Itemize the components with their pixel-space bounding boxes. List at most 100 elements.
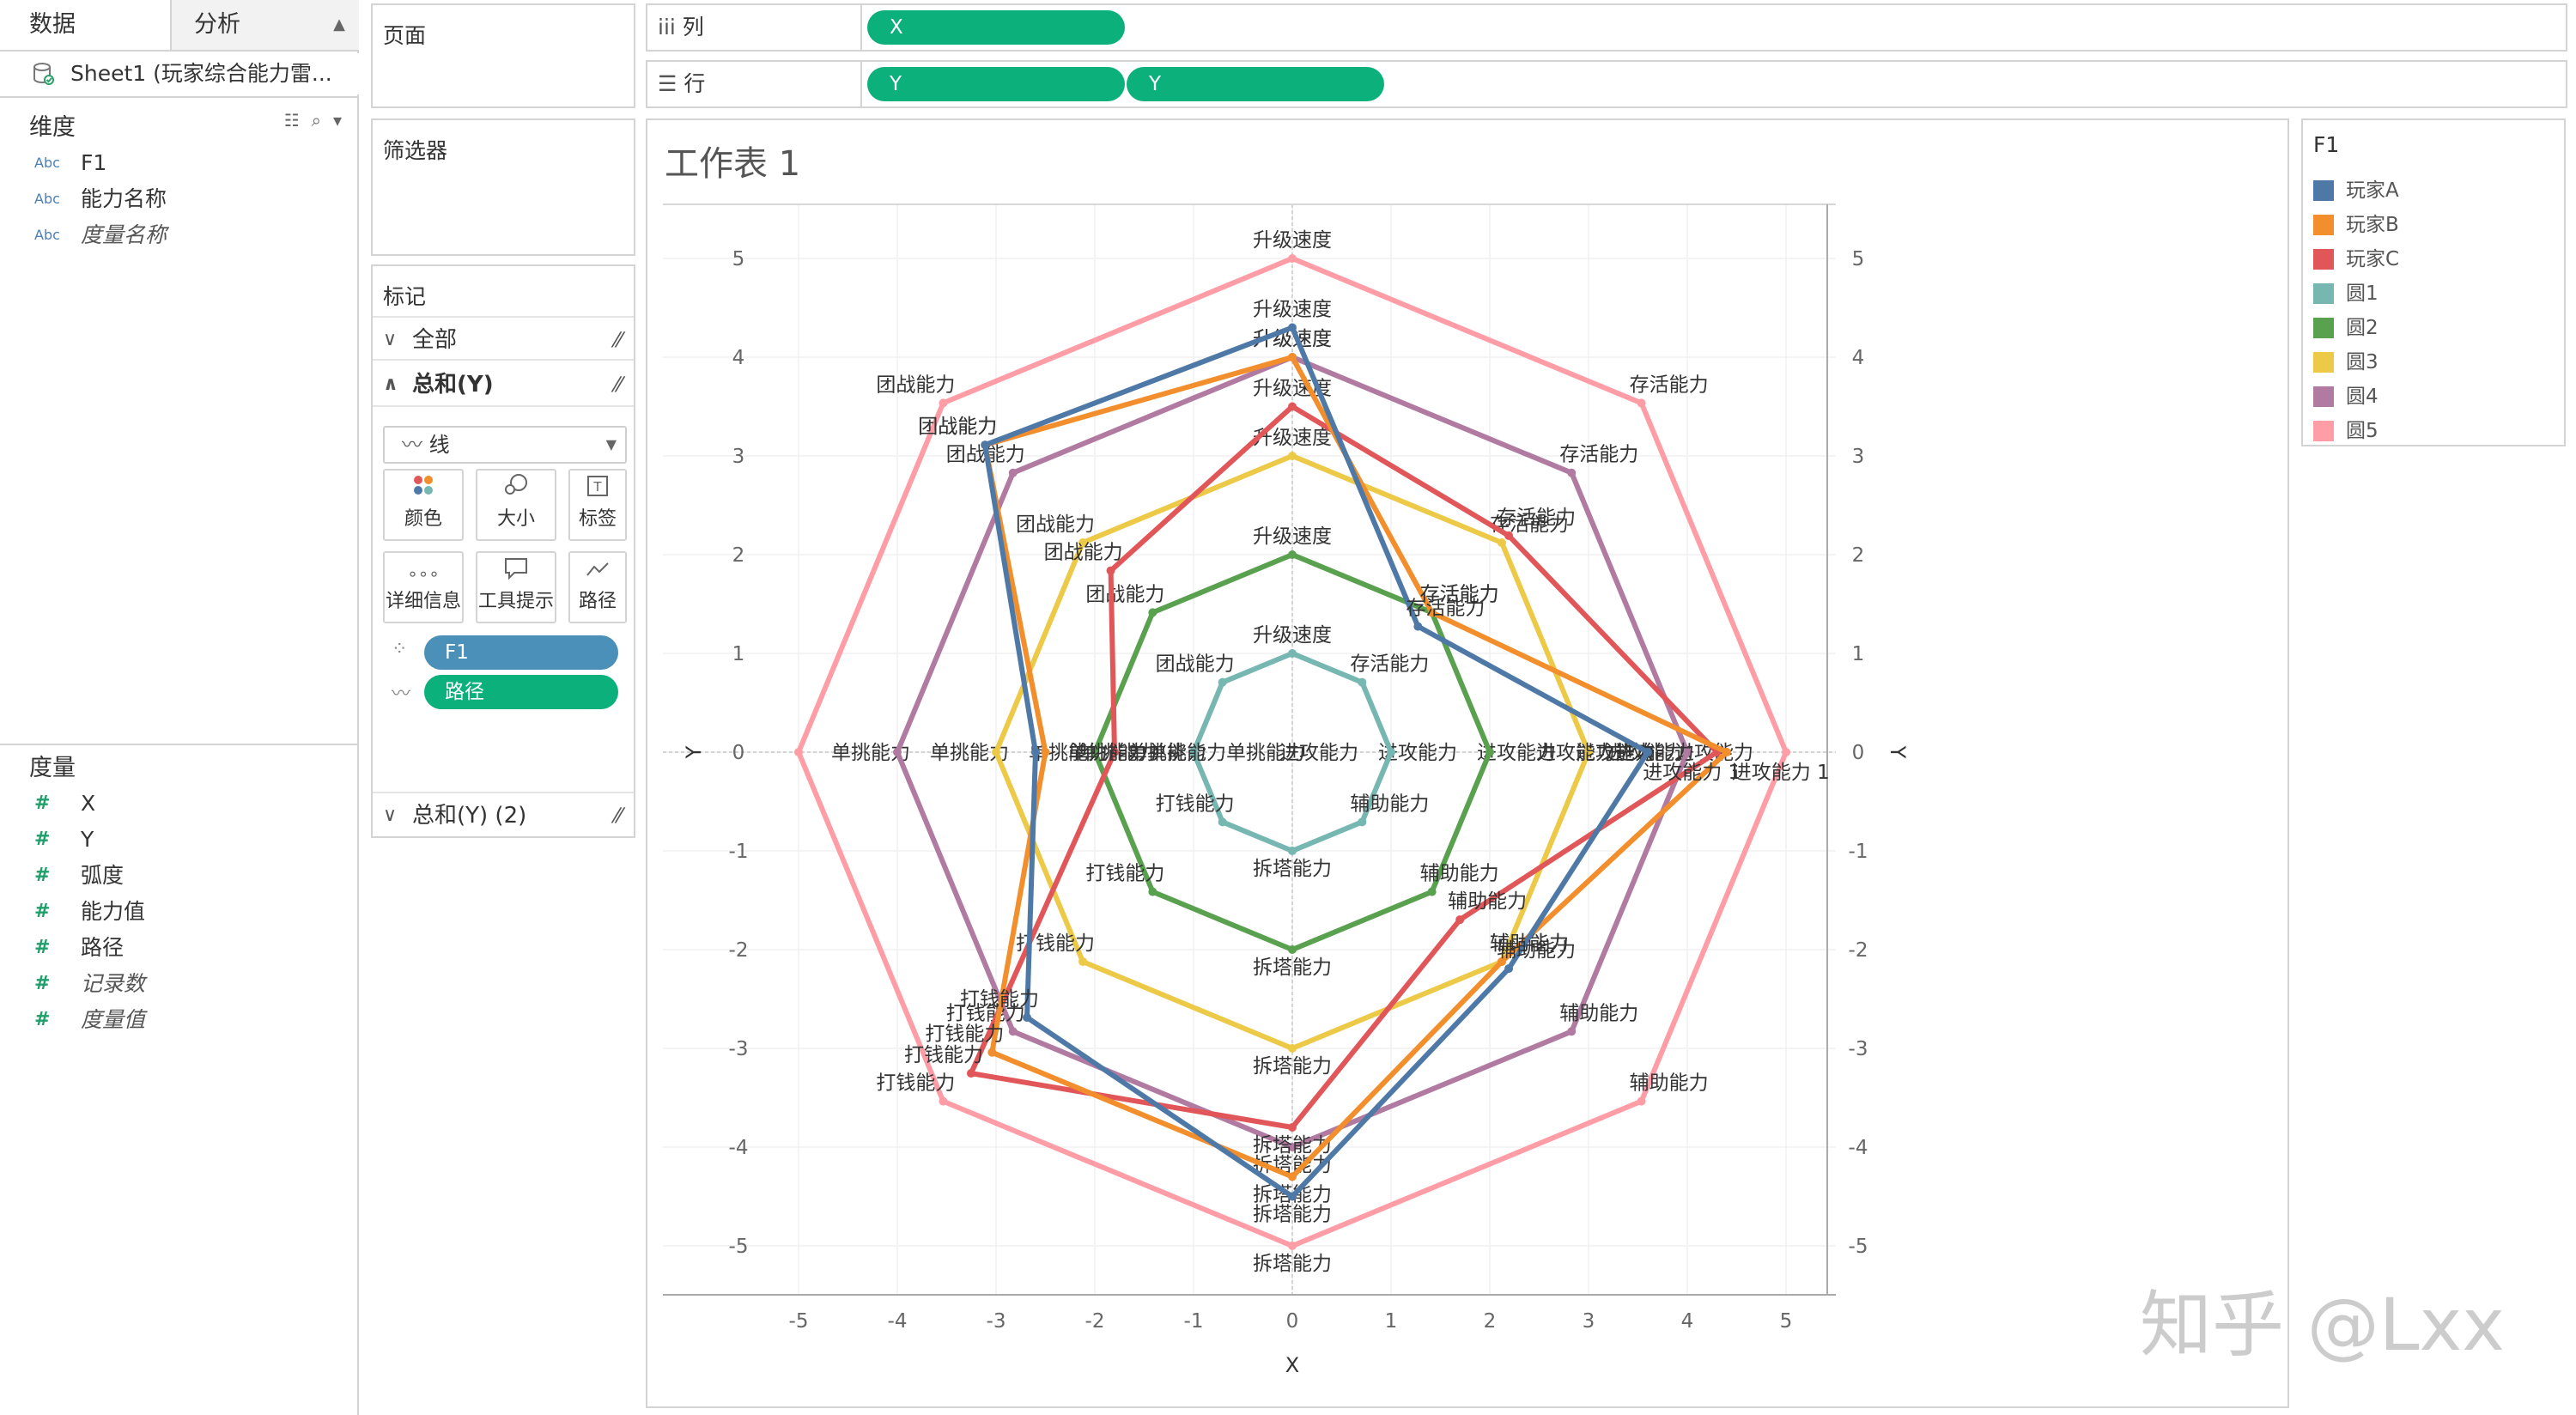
tooltip-button[interactable]: 工具提示 bbox=[476, 551, 556, 623]
search-icon[interactable]: ⌕ bbox=[311, 110, 321, 131]
y-tick-label: 2 bbox=[732, 544, 745, 567]
columns-shelf[interactable]: iii 列 X bbox=[646, 3, 2567, 52]
columns-label: 列 bbox=[682, 15, 704, 39]
marks-all-row[interactable]: ∨ 全部 ⁄⁄ bbox=[373, 316, 634, 361]
y-tick-label-right: -1 bbox=[1849, 841, 1868, 863]
data-label: 进攻能力 bbox=[1615, 742, 1694, 764]
size-button[interactable]: 大小 bbox=[476, 469, 556, 541]
legend-swatch bbox=[2313, 215, 2334, 235]
data-label: 拆塔能力 bbox=[1253, 858, 1332, 880]
dimensions-tools: ☷ ⌕ ▾ bbox=[284, 110, 342, 131]
pane-tabs: 数据 分析 ▲ bbox=[0, 0, 359, 52]
path-encoding-icon: 〰 bbox=[392, 683, 411, 705]
marks-card: 标记 ∨ 全部 ⁄⁄ ∧ 总和(Y) ⁄⁄ 〰 线 ▼ 颜色 大小 T 标签 ∘… bbox=[371, 264, 635, 838]
color-button[interactable]: 颜色 bbox=[383, 469, 464, 541]
rows-shelf[interactable]: ☰ 行 Y Y bbox=[646, 60, 2567, 108]
rows-pill-y1[interactable]: Y bbox=[867, 67, 1125, 101]
legend-swatch bbox=[2313, 421, 2334, 441]
tooltip-icon bbox=[477, 553, 555, 589]
pages-card[interactable]: 页面 bbox=[371, 3, 635, 108]
data-label: 团战能力 bbox=[1156, 653, 1235, 676]
series-point bbox=[1288, 402, 1297, 411]
y-axis-title-right: Y bbox=[1886, 745, 1910, 759]
data-label: 单挑能力 bbox=[1078, 742, 1157, 764]
series-point bbox=[794, 748, 803, 756]
legend-label: 玩家C bbox=[2346, 248, 2400, 270]
tab-data[interactable]: 数据 bbox=[0, 0, 172, 50]
data-label: 单挑能力 bbox=[1226, 742, 1305, 764]
marks-title: 标记 bbox=[383, 284, 427, 309]
detail-button[interactable]: ∘∘∘ 详细信息 bbox=[383, 551, 464, 623]
series-point bbox=[1413, 622, 1423, 631]
series-point bbox=[1288, 1242, 1297, 1250]
radar-chart[interactable]: -5 -4 -3 -2 -1 0 1 2 3 4 5 5 5 4 4 3 3 2 2 1 1 0 0 -1 -1 -2 -2 -3 -3… bbox=[653, 197, 1941, 1400]
series-point bbox=[1288, 649, 1297, 658]
marks-sum-y-row[interactable]: ∧ 总和(Y) ⁄⁄ bbox=[373, 362, 634, 407]
color-icon bbox=[385, 471, 462, 507]
series-point bbox=[1643, 748, 1652, 756]
measure-field-label: Y bbox=[81, 827, 94, 852]
data-label: 团战能力 bbox=[1085, 583, 1164, 605]
series-point bbox=[1078, 956, 1088, 966]
data-label: 辅助能力 bbox=[1350, 793, 1429, 815]
data-label: 打钱能力 bbox=[925, 1023, 1004, 1046]
datasource-item[interactable]: Sheet1 (玩家综合能力雷... bbox=[0, 53, 359, 94]
sort-arrows-icon[interactable]: ▲ bbox=[333, 15, 345, 33]
detail-icon: ∘∘∘ bbox=[407, 563, 440, 584]
divider bbox=[860, 5, 862, 50]
dimension-field-label: F1 bbox=[81, 150, 107, 175]
color-pill-f1[interactable]: F1 bbox=[424, 635, 618, 670]
tab-analysis[interactable]: 分析 ▲ bbox=[172, 0, 359, 50]
marks-sum-y2-row[interactable]: ∨ 总和(Y) (2) ⁄⁄ bbox=[373, 792, 634, 836]
measure-field-label: 路径 bbox=[81, 935, 125, 960]
x-axis-title: X bbox=[1285, 1353, 1299, 1377]
columns-icon: iii bbox=[658, 15, 676, 39]
data-label: 存活能力 bbox=[1350, 653, 1429, 676]
string-type-icon: Abc bbox=[34, 227, 60, 243]
rows-pill-y2[interactable]: Y bbox=[1127, 67, 1384, 101]
data-label: 存活能力 bbox=[1420, 583, 1499, 605]
series-point bbox=[1567, 1027, 1577, 1036]
number-type-icon: # bbox=[34, 901, 51, 922]
series-point bbox=[1189, 748, 1198, 756]
series-point bbox=[1567, 468, 1577, 477]
marks-sum-y2-label: 总和(Y) (2) bbox=[412, 803, 527, 829]
filters-card[interactable]: 筛选器 bbox=[371, 118, 635, 256]
path-label: 路径 bbox=[578, 591, 617, 612]
y-tick-label: 0 bbox=[732, 742, 745, 764]
x-tick-label: 2 bbox=[1484, 1310, 1497, 1333]
series-point bbox=[1288, 1123, 1297, 1132]
data-label: 打钱能力 bbox=[876, 1072, 955, 1095]
path-button[interactable]: 路径 bbox=[568, 551, 627, 623]
data-label: 辅助能力 bbox=[1497, 939, 1576, 962]
data-label: 升级速度 bbox=[1253, 299, 1332, 321]
data-label: 存活能力 bbox=[1497, 507, 1576, 529]
data-label-extra: 进攻能力 1 bbox=[1732, 762, 1830, 784]
series-point bbox=[1008, 468, 1018, 477]
series-point bbox=[981, 440, 990, 450]
series-point bbox=[1455, 915, 1465, 925]
series-point bbox=[939, 1096, 948, 1106]
path-pill[interactable]: 路径 bbox=[424, 675, 618, 709]
series-point bbox=[1031, 748, 1040, 756]
string-type-icon: Abc bbox=[34, 155, 60, 171]
columns-shelf-title: iii 列 bbox=[658, 5, 704, 50]
y-tick-label: 5 bbox=[732, 248, 745, 270]
series-point bbox=[1288, 254, 1297, 263]
dimension-field-label: 度量名称 bbox=[81, 222, 167, 247]
list-view-icon[interactable]: ☷ bbox=[283, 110, 300, 131]
y-tick-label-right: 4 bbox=[1852, 347, 1865, 369]
columns-pill-x[interactable]: X bbox=[867, 10, 1125, 45]
series-point bbox=[1637, 398, 1646, 408]
y-tick-label-right: 1 bbox=[1852, 643, 1865, 665]
mark-type-dropdown[interactable]: 〰 线 ▼ bbox=[383, 426, 627, 464]
x-tick-label: 4 bbox=[1681, 1310, 1694, 1333]
label-button[interactable]: T 标签 bbox=[568, 469, 627, 541]
series-point bbox=[1288, 945, 1297, 954]
series-point bbox=[1288, 452, 1297, 460]
measure-field-label: 弧度 bbox=[81, 863, 125, 888]
series-point bbox=[1288, 323, 1297, 332]
series-point bbox=[939, 398, 948, 408]
chevron-down-icon[interactable]: ▾ bbox=[332, 110, 342, 131]
data-label-extra: 进攻能力 1 bbox=[1643, 762, 1741, 784]
